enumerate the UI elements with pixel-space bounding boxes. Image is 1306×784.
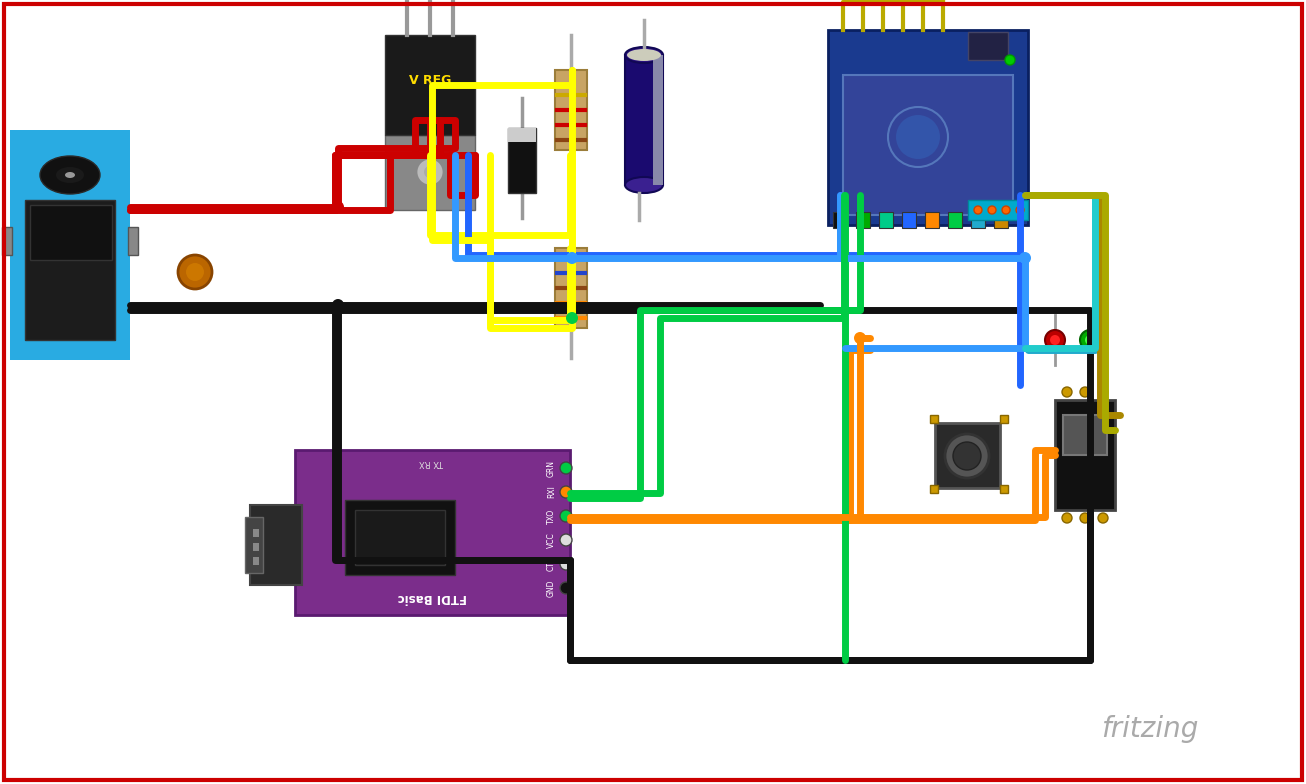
Circle shape — [989, 206, 996, 214]
Ellipse shape — [65, 172, 74, 178]
Bar — [508, 128, 535, 142]
Bar — [828, 30, 1028, 225]
Circle shape — [1062, 513, 1072, 523]
Circle shape — [1002, 206, 1010, 214]
Circle shape — [1080, 387, 1091, 397]
Bar — [833, 212, 848, 228]
Circle shape — [946, 434, 989, 478]
Bar — [295, 450, 569, 615]
Bar — [253, 543, 259, 551]
Circle shape — [424, 166, 436, 178]
Bar — [1063, 415, 1107, 455]
Bar — [555, 70, 586, 150]
Ellipse shape — [626, 177, 663, 193]
Text: TX RX: TX RX — [419, 458, 444, 466]
Circle shape — [1016, 206, 1024, 214]
Circle shape — [1050, 335, 1060, 345]
Circle shape — [332, 201, 343, 213]
Ellipse shape — [627, 49, 661, 61]
Text: GND: GND — [547, 579, 556, 597]
Bar — [1000, 415, 1008, 423]
Circle shape — [1019, 252, 1030, 264]
Bar — [385, 35, 475, 135]
Bar — [355, 510, 445, 565]
Bar — [345, 500, 454, 575]
Ellipse shape — [40, 156, 101, 194]
Ellipse shape — [185, 263, 204, 281]
Bar — [555, 248, 586, 328]
Bar — [626, 55, 663, 185]
Circle shape — [565, 312, 579, 324]
Bar — [3, 227, 12, 255]
Circle shape — [560, 534, 572, 546]
Text: RXI: RXI — [547, 485, 556, 499]
Circle shape — [332, 299, 343, 311]
Ellipse shape — [56, 167, 84, 183]
Text: FTDI Basic: FTDI Basic — [397, 590, 466, 604]
Circle shape — [1098, 513, 1107, 523]
Bar — [253, 557, 259, 565]
Circle shape — [560, 558, 572, 570]
Circle shape — [1080, 330, 1100, 350]
Bar — [1055, 400, 1115, 510]
Circle shape — [1006, 55, 1015, 65]
Text: VCC: VCC — [547, 532, 556, 548]
Circle shape — [1098, 387, 1107, 397]
Text: CTS: CTS — [547, 557, 556, 572]
Bar — [653, 55, 663, 185]
Bar — [385, 135, 475, 210]
Bar — [10, 130, 131, 360]
Circle shape — [1080, 513, 1091, 523]
Circle shape — [974, 206, 982, 214]
Text: V REG: V REG — [409, 74, 451, 86]
Circle shape — [560, 510, 572, 522]
Bar — [925, 212, 939, 228]
Bar — [930, 415, 938, 423]
Circle shape — [1045, 330, 1064, 350]
Circle shape — [560, 462, 572, 474]
Text: fritzing: fritzing — [1101, 715, 1199, 743]
Bar — [249, 505, 302, 585]
Circle shape — [953, 442, 981, 470]
Ellipse shape — [178, 255, 212, 289]
Bar — [970, 212, 985, 228]
Bar — [855, 212, 870, 228]
Bar — [935, 423, 1000, 488]
Bar — [25, 200, 115, 340]
Circle shape — [565, 252, 579, 264]
Bar — [968, 32, 1008, 60]
Bar — [246, 517, 263, 573]
Bar — [994, 212, 1008, 228]
Bar — [30, 205, 112, 260]
Circle shape — [896, 115, 940, 159]
Text: TXO: TXO — [547, 508, 556, 524]
Circle shape — [1062, 387, 1072, 397]
Circle shape — [560, 486, 572, 498]
Bar — [128, 227, 138, 255]
Bar — [968, 200, 1028, 220]
Bar — [253, 529, 259, 537]
Circle shape — [854, 332, 866, 344]
Bar — [842, 75, 1013, 215]
Ellipse shape — [626, 47, 663, 63]
Circle shape — [560, 582, 572, 594]
Bar — [948, 212, 963, 228]
Bar — [902, 212, 916, 228]
Circle shape — [1085, 335, 1094, 345]
Bar — [879, 212, 893, 228]
Bar — [1000, 485, 1008, 493]
Circle shape — [417, 158, 444, 186]
Bar — [930, 485, 938, 493]
Bar — [508, 128, 535, 193]
Text: GRN: GRN — [547, 459, 556, 477]
